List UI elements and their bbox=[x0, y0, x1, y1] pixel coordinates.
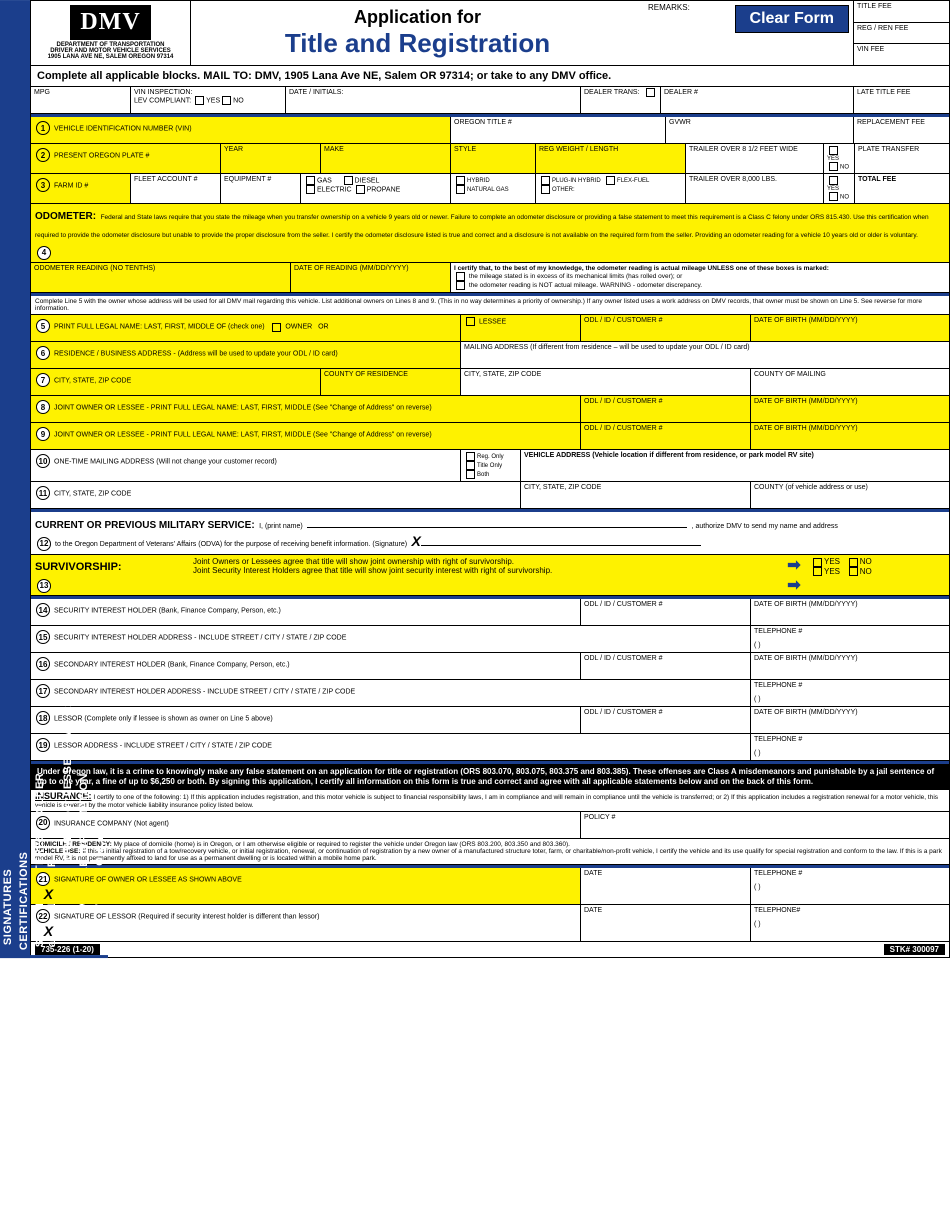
dealer-trans-check[interactable] bbox=[646, 88, 655, 97]
clear-form-button[interactable]: Clear Form bbox=[735, 5, 849, 33]
lev-yes-check[interactable] bbox=[195, 96, 204, 105]
form-body: DMV DEPARTMENT OF TRANSPORTATION DRIVER … bbox=[30, 0, 950, 958]
dmv-logo: DMV bbox=[70, 5, 150, 40]
form-title: Application for Title and Registration bbox=[191, 1, 644, 65]
fee-column-1: TITLE FEE REG / REN FEE VIN FEE bbox=[854, 1, 949, 65]
sidebar-cert: CERTIFICATIONS bbox=[16, 846, 32, 958]
cert-warning: Under Oregon law, it is a crime to knowi… bbox=[31, 761, 949, 789]
dmv-logo-box: DMV DEPARTMENT OF TRANSPORTATION DRIVER … bbox=[31, 1, 191, 65]
remarks-box: REMARKS: Clear Form bbox=[644, 1, 854, 65]
lev-no-check[interactable] bbox=[222, 96, 231, 105]
owner-intro: Complete Line 5 with the owner whose add… bbox=[31, 293, 949, 315]
vin-fee: VIN FEE bbox=[854, 44, 949, 65]
reg-fee: REG / REN FEE bbox=[854, 23, 949, 45]
stock-number: STK# 300097 bbox=[884, 944, 945, 955]
sidebar-signatures: SIGNATURES bbox=[0, 858, 16, 958]
mailto-instructions: Complete all applicable blocks. MAIL TO:… bbox=[31, 66, 949, 87]
section-sidebar: SIGNATURES CERTIFICATIONS SECURITY INTER… bbox=[0, 0, 30, 958]
title-fee: TITLE FEE bbox=[854, 1, 949, 23]
